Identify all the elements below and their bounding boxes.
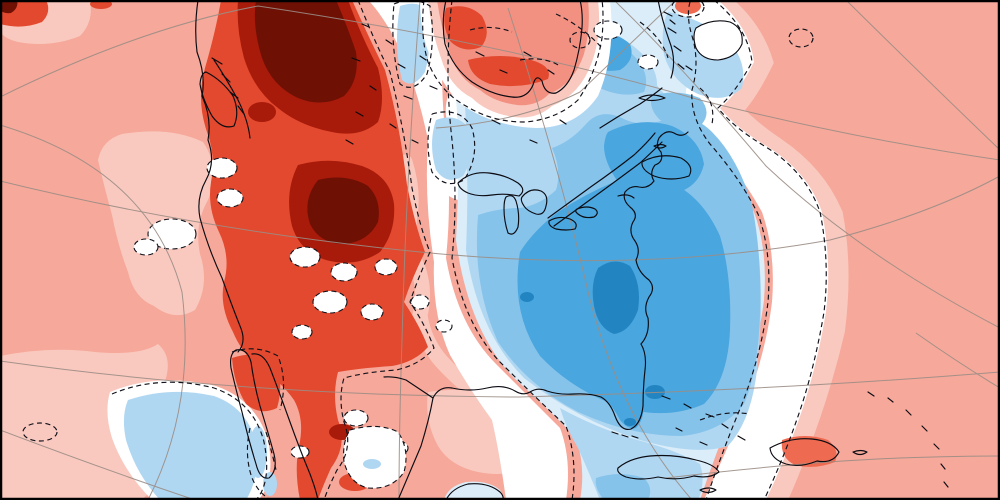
lake-superior [457, 172, 524, 197]
zero-anomaly-contours [22, 0, 827, 500]
baja-california [229, 349, 276, 479]
hispaniola [769, 438, 840, 467]
coastlines [195, 0, 949, 500]
atlantic-warm-spots [675, 0, 837, 467]
florida-outline [600, 343, 647, 431]
newfoundland [693, 20, 743, 61]
bc-fjords [211, 57, 245, 115]
labrador-fjords [663, 11, 693, 71]
lake-huron [520, 189, 548, 215]
lesser-antilles [867, 391, 949, 488]
rio-grande [383, 376, 434, 399]
yucatan [445, 483, 504, 500]
canadian-small-lakes [345, 23, 567, 145]
lake-michigan [503, 195, 520, 235]
hudson-bay-shore [442, 0, 583, 98]
prince-edward-island [653, 143, 667, 149]
bahamas [661, 395, 746, 446]
lake-ontario [575, 206, 598, 219]
gulf-coastline [397, 385, 602, 500]
jamaica [699, 487, 717, 494]
nova-scotia [641, 155, 692, 180]
florida-keys [611, 431, 639, 439]
east-coastline [623, 131, 689, 345]
inside-passage [213, 59, 251, 139]
puerto-rico [852, 449, 868, 456]
lake-erie [548, 216, 577, 231]
near-zero-pockets [133, 20, 659, 500]
cuba [617, 454, 720, 480]
gulf-st-lawrence-shore [599, 87, 663, 129]
labrador-coast [657, 0, 675, 79]
long-island [617, 194, 635, 199]
pacific-coastline [195, 0, 244, 353]
st-lawrence-south-shore [547, 132, 656, 219]
mexico-west-coast [251, 353, 319, 500]
